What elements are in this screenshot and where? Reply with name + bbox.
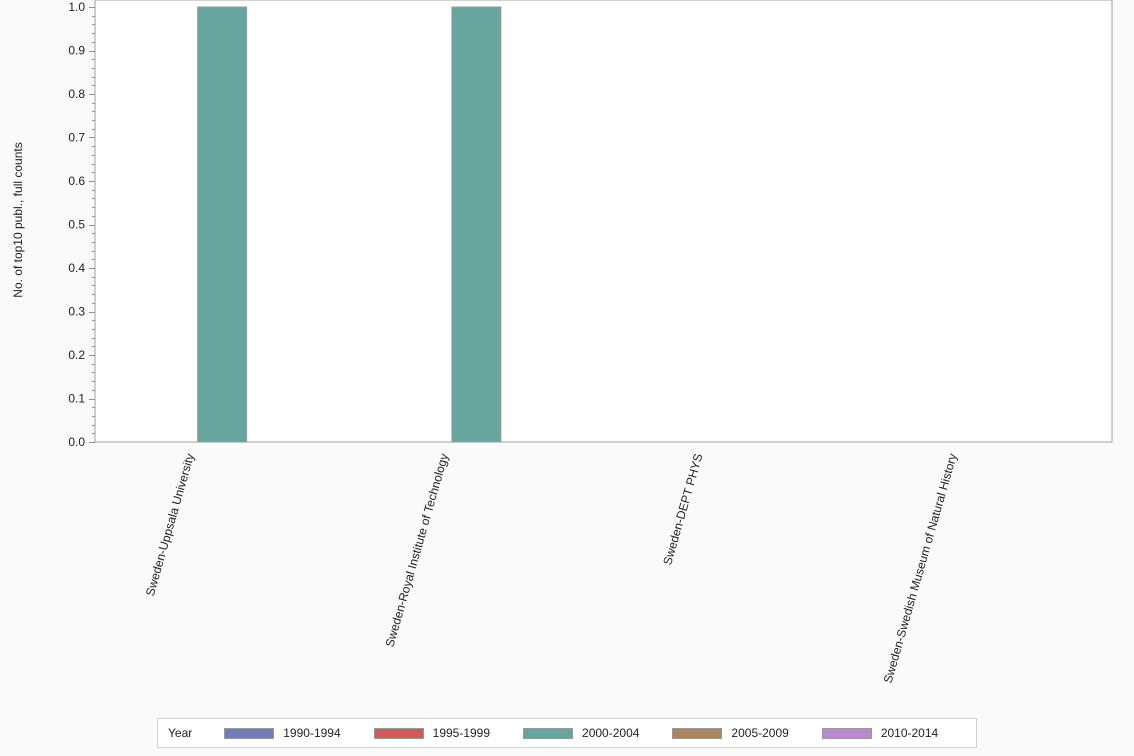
- y-tick-label: 0.7: [68, 131, 85, 145]
- legend-label: 1995-1999: [432, 726, 491, 740]
- legend-item: 2000-2004: [523, 726, 639, 740]
- legend-swatch: [821, 727, 872, 739]
- plot-area: [94, 0, 1113, 443]
- y-tick-label: 0.2: [68, 348, 85, 362]
- legend-label: 1990-1994: [283, 726, 341, 740]
- legend-swatch: [672, 727, 723, 739]
- x-category-label: Sweden-DEPT PHYS: [660, 452, 705, 567]
- legend-label: 2005-2009: [731, 726, 789, 740]
- legend-label: 2000-2004: [582, 726, 640, 740]
- legend-swatch: [224, 727, 275, 739]
- legend-label: 2010-2014: [880, 726, 939, 740]
- y-tick-label: 0.3: [68, 305, 85, 319]
- legend-swatch: [523, 727, 574, 739]
- legend-item: 2010-2014: [821, 726, 939, 740]
- y-tick-label: 0.4: [68, 261, 85, 275]
- y-tick-label: 0.1: [68, 392, 85, 406]
- legend-item: 2005-2009: [672, 726, 789, 740]
- legend-title: Year: [168, 726, 193, 740]
- legend-item: 1995-1999: [373, 726, 491, 740]
- y-tick-label: 0.0: [68, 435, 85, 449]
- y-tick-label: 0.8: [68, 87, 85, 101]
- y-tick-label: 1.0: [68, 0, 85, 14]
- x-category-label: Sweden-Royal Institute of Technology: [383, 452, 452, 649]
- bar: [197, 6, 248, 443]
- bar: [451, 6, 502, 443]
- y-tick-label: 0.5: [68, 218, 85, 232]
- y-tick-label: 0.6: [68, 174, 85, 188]
- legend-swatch: [373, 727, 424, 739]
- x-category-label: Sweden-Swedish Museum of Natural History: [881, 452, 960, 685]
- y-tick-label: 0.9: [68, 44, 85, 58]
- legend: Year 1990-1994 1995-1999 2000-2004 2005-200…: [157, 718, 977, 748]
- legend-item: 1990-1994: [224, 726, 341, 740]
- x-category-label: Sweden-Uppsala University: [143, 452, 197, 598]
